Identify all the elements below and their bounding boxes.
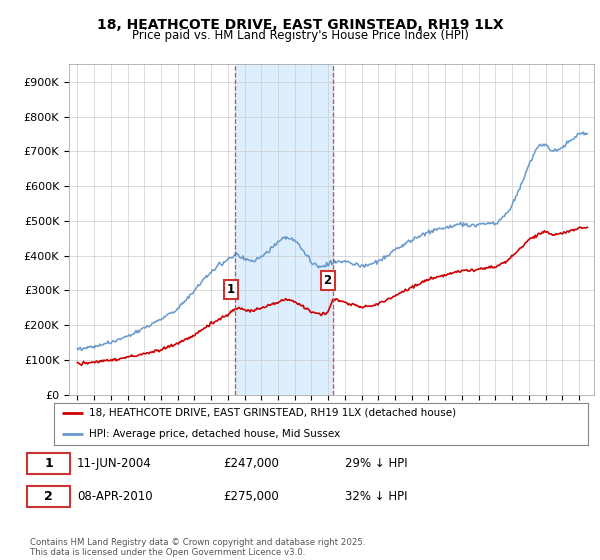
FancyBboxPatch shape [27, 486, 70, 507]
Text: 1: 1 [44, 457, 53, 470]
Text: HPI: Average price, detached house, Mid Sussex: HPI: Average price, detached house, Mid … [89, 429, 340, 439]
Text: 11-JUN-2004: 11-JUN-2004 [77, 457, 152, 470]
Text: 18, HEATHCOTE DRIVE, EAST GRINSTEAD, RH19 1LX (detached house): 18, HEATHCOTE DRIVE, EAST GRINSTEAD, RH1… [89, 408, 456, 418]
FancyBboxPatch shape [27, 453, 70, 474]
Text: Price paid vs. HM Land Registry's House Price Index (HPI): Price paid vs. HM Land Registry's House … [131, 29, 469, 42]
Text: £275,000: £275,000 [223, 490, 279, 503]
Text: 2: 2 [44, 490, 53, 503]
Text: 32% ↓ HPI: 32% ↓ HPI [344, 490, 407, 503]
Text: 08-APR-2010: 08-APR-2010 [77, 490, 152, 503]
Text: £247,000: £247,000 [223, 457, 279, 470]
Text: 2: 2 [323, 274, 332, 287]
Text: 29% ↓ HPI: 29% ↓ HPI [344, 457, 407, 470]
Bar [235, 64, 332, 395]
Text: 18, HEATHCOTE DRIVE, EAST GRINSTEAD, RH19 1LX: 18, HEATHCOTE DRIVE, EAST GRINSTEAD, RH1… [97, 18, 503, 32]
Text: 1: 1 [227, 283, 235, 296]
Text: Contains HM Land Registry data © Crown copyright and database right 2025.
This d: Contains HM Land Registry data © Crown c… [30, 538, 365, 557]
